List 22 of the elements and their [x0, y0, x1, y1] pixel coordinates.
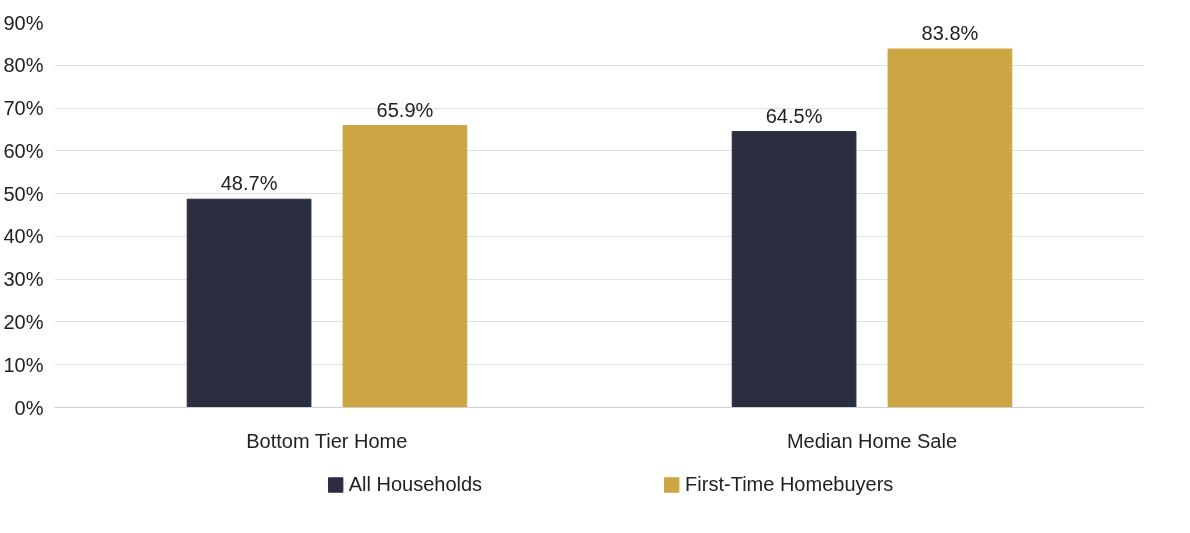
data-label: 48.7%: [220, 172, 278, 195]
y-tick-label: 60%: [3, 139, 44, 162]
bar: [731, 131, 857, 408]
y-tick-label: 0%: [14, 396, 44, 419]
legend-label: First-Time Homebuyers: [685, 472, 894, 496]
bar: [887, 48, 1013, 408]
bar: [186, 198, 312, 408]
data-label: 64.5%: [765, 104, 823, 127]
y-tick-label: 10%: [3, 353, 44, 376]
y-tick-label: 50%: [3, 182, 44, 205]
data-label: 83.8%: [921, 22, 979, 45]
bar: [342, 125, 468, 408]
y-tick-label: 40%: [3, 225, 44, 248]
y-tick-label: 30%: [3, 268, 44, 291]
y-tick-label: 20%: [3, 310, 44, 333]
x-tick-label: Median Home Sale: [786, 429, 958, 452]
data-label: 65.9%: [376, 98, 434, 121]
x-tick-label: Bottom Tier Home: [246, 429, 408, 452]
legend-label: All Households: [348, 472, 483, 496]
y-tick-label: 70%: [3, 97, 44, 120]
y-tick-label: 90%: [3, 11, 44, 34]
y-tick-label: 80%: [3, 54, 44, 77]
